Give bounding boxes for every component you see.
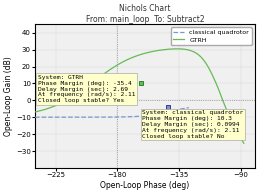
Y-axis label: Open-Loop Gain (dB): Open-Loop Gain (dB) — [4, 56, 13, 136]
X-axis label: Open-Loop Phase (deg): Open-Loop Phase (deg) — [100, 181, 190, 190]
Title: Nichols Chart
From: main_loop  To: Subtract2: Nichols Chart From: main_loop To: Subtra… — [85, 4, 204, 23]
Legend: classical quadrotor, GTRH: classical quadrotor, GTRH — [171, 28, 252, 45]
Text: System: GTRH
Phase Margin (deg): -35.4
Delay Margin (sec): 2.69
At frequency (ra: System: GTRH Phase Margin (deg): -35.4 D… — [38, 75, 135, 103]
Text: System: classical quadrotor
Phase Margin (deg): 10.3
Delay Margin (sec): 0.0994
: System: classical quadrotor Phase Margin… — [142, 110, 243, 139]
